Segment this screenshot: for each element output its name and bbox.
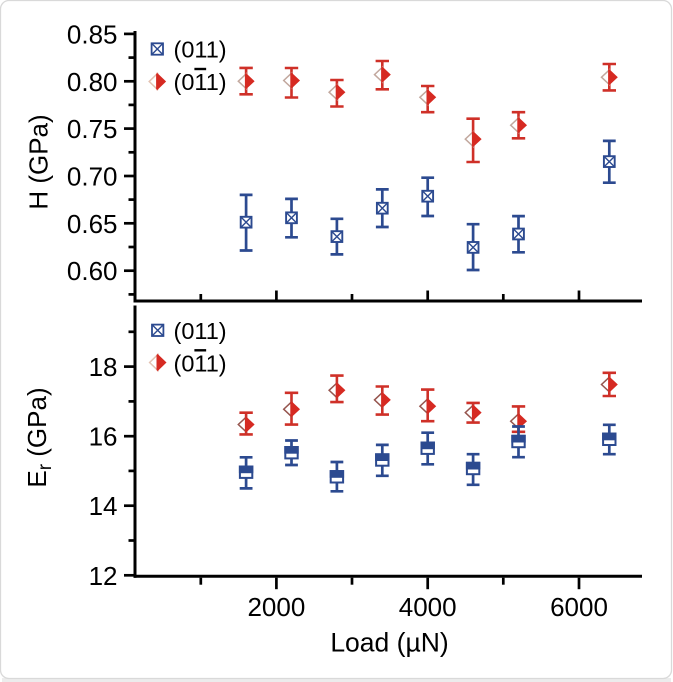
svg-text:4000: 4000	[399, 592, 457, 622]
svg-text:0.75: 0.75	[67, 114, 118, 144]
svg-text:(011): (011)	[174, 37, 227, 63]
svg-text:0.85: 0.85	[67, 19, 118, 49]
svg-text:16: 16	[89, 422, 118, 452]
svg-text:2000: 2000	[247, 592, 305, 622]
svg-text:0.80: 0.80	[67, 67, 118, 97]
svg-text:0.70: 0.70	[67, 162, 118, 192]
svg-text:6000: 6000	[550, 592, 608, 622]
svg-text:0.60: 0.60	[67, 256, 118, 286]
svg-text:H (GPa): H (GPa)	[24, 114, 54, 209]
svg-text:18: 18	[89, 352, 118, 382]
svg-text:Er (GPa): Er (GPa)	[22, 387, 56, 487]
svg-text:12: 12	[89, 561, 118, 591]
svg-text:(011): (011)	[174, 350, 227, 376]
svg-text:14: 14	[89, 491, 118, 521]
svg-text:0.65: 0.65	[67, 209, 118, 239]
svg-text:(011): (011)	[174, 69, 227, 95]
svg-text:Load (µN): Load (µN)	[330, 628, 448, 658]
svg-text:(011): (011)	[174, 318, 227, 344]
